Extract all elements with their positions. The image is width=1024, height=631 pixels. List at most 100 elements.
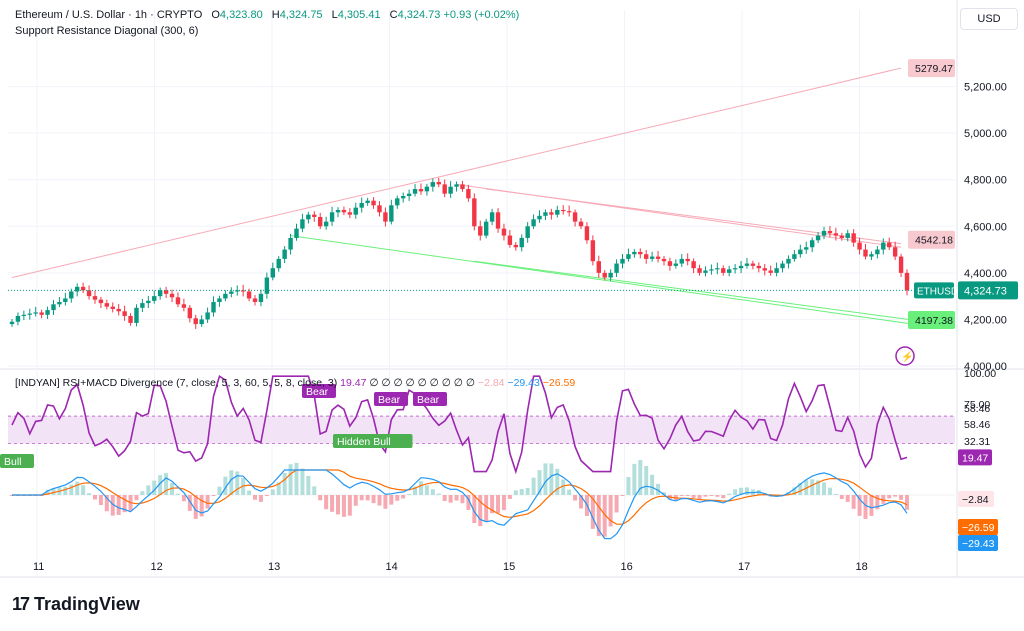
candle-body <box>857 242 862 250</box>
macd-hist-bar <box>887 495 892 499</box>
macd-hist-bar <box>857 495 862 516</box>
tradingview-logo[interactable]: 17 TradingView <box>12 594 140 615</box>
candle-body <box>116 308 121 312</box>
candle-body <box>875 249 880 255</box>
macd-hist-bar <box>146 485 151 495</box>
resistance-badge-label: 4542.18 <box>915 235 953 247</box>
tradingview-mark: 17 <box>12 594 30 614</box>
macd-hist-bar <box>347 495 352 516</box>
candle-body <box>608 272 613 278</box>
candle-body <box>63 298 68 302</box>
low-label: L <box>331 9 338 21</box>
candle-body <box>649 256 655 259</box>
candle-body <box>584 226 590 241</box>
divergence-label-box <box>333 434 413 448</box>
macd-hist-bar <box>424 485 429 495</box>
macd-hist-bar <box>104 495 109 512</box>
macd-hist-bar <box>181 495 186 502</box>
candle-body <box>39 312 44 315</box>
macd-hist-bar <box>703 495 708 497</box>
macd-hist-bar <box>235 471 240 495</box>
candle-body <box>863 249 868 257</box>
candle-body <box>448 186 453 194</box>
macd-hist-bar <box>294 462 299 495</box>
candle-body <box>223 293 228 299</box>
macd-hist-bar <box>833 493 838 495</box>
trendline-falling-resistance-2 <box>486 188 902 245</box>
candle-body <box>833 233 839 236</box>
candle-body <box>673 263 679 266</box>
macd-hist-bar <box>822 482 827 495</box>
macd-hist-bar <box>798 483 803 495</box>
macd-hist-bar <box>638 460 643 495</box>
candle-body <box>715 268 720 270</box>
candle-body <box>377 205 382 213</box>
macd-hist-bar <box>312 486 317 495</box>
divergence-label-box <box>302 384 336 398</box>
trendline-support-1 <box>290 235 913 325</box>
macd-hist-bar <box>413 486 418 495</box>
candle-body <box>561 209 566 212</box>
signal-line <box>12 469 908 525</box>
divergence-label-box <box>374 392 408 406</box>
divergence-label-box <box>413 392 447 406</box>
rsi-tick-label: 75.00 <box>964 399 990 411</box>
candle-body <box>235 290 240 292</box>
indicator2-header[interactable]: [INDYAN] RSI+MACD Divergence (7, close, … <box>15 377 575 389</box>
high-value: 4,324.75 <box>279 9 323 21</box>
last-price-badge-label: 4,324.73 <box>964 285 1007 297</box>
candle-body <box>590 240 596 262</box>
macd-hist-bar <box>288 464 293 495</box>
macd-hist-bar <box>98 495 103 506</box>
candle-body <box>478 226 483 236</box>
candle-body <box>86 290 92 297</box>
macd-hist-bar <box>211 495 216 496</box>
candle-body <box>679 258 684 264</box>
candle-body <box>69 291 74 299</box>
candle-body <box>347 212 353 215</box>
divergence-label: Bear <box>417 394 440 406</box>
macd-hist-bar <box>845 495 850 502</box>
macd-hist-bar <box>792 487 797 495</box>
macd-hist-bar <box>442 495 447 501</box>
candle-body <box>827 230 833 234</box>
macd-hist-bar <box>697 495 702 500</box>
macd-hist-bar <box>881 495 886 504</box>
indicator-title[interactable]: Support Resistance Diagonal (300, 6) <box>15 25 199 37</box>
candle-body <box>543 212 548 216</box>
candle-body <box>371 200 376 206</box>
close-value: 4,324.73 <box>397 9 441 21</box>
open-label: O <box>211 9 220 21</box>
macd-line <box>12 469 908 540</box>
macd-hist-bar <box>626 476 631 495</box>
macd-hist-bar <box>69 484 74 495</box>
candle-body <box>638 251 643 255</box>
currency-selector[interactable]: USD <box>960 8 1018 30</box>
time-tick-label: 17 <box>738 561 750 573</box>
candle-body <box>466 189 471 199</box>
macd-hist-bar <box>733 489 738 495</box>
macd-hist-bar <box>258 495 263 502</box>
macd-hist-bar <box>324 495 329 510</box>
candle-body <box>756 265 762 269</box>
candle-body <box>395 198 400 206</box>
macd-hist-bar <box>656 483 661 495</box>
macd-hist-bar <box>827 487 832 495</box>
macd-hist-bar <box>247 490 252 495</box>
macd-hist-bar <box>685 495 690 496</box>
divergence-label-box <box>0 454 34 468</box>
rsi-line <box>11 374 908 475</box>
macd-hist-bar <box>632 463 637 495</box>
macd-hist-bar <box>513 490 518 495</box>
macd-hist-bar <box>507 495 512 499</box>
candle-body <box>418 189 424 192</box>
macd-hist-bar <box>395 495 400 501</box>
candle-body <box>335 209 341 213</box>
candle-body <box>211 301 216 313</box>
symbol-header: Ethereum / U.S. Dollar · 1h · CRYPTO O4,… <box>15 9 519 21</box>
candle-body <box>655 256 661 259</box>
macd-hist-bar <box>51 487 56 495</box>
candle-body <box>276 258 281 269</box>
candle-body <box>383 212 388 222</box>
